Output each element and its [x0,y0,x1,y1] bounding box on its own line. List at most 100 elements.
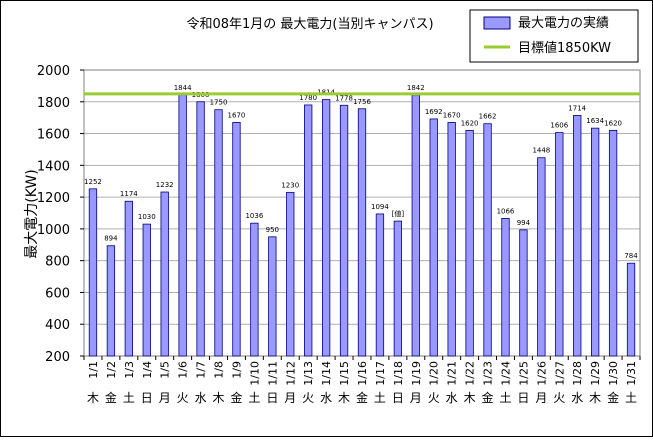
legend-box [469,9,639,63]
bar-1-16 [357,108,367,357]
weekday-label: 土 [248,391,260,405]
x-tick-label: 1/24 [499,361,512,386]
bar-1-14 [321,99,331,357]
bar-value-label: 1036 [245,212,263,220]
weekday-label: 木 [213,391,225,405]
bar-1-7 [196,101,205,357]
weekday-label: 水 [320,391,332,405]
x-tick-label: 1/25 [517,361,530,386]
weekday-label: 水 [571,391,583,405]
bar-value-label: 1692 [425,108,443,116]
x-tick-label: 1/7 [195,361,208,379]
x-tick-label: 1/29 [589,361,602,386]
x-tick-label: 1/12 [284,361,297,386]
x-tick-label: 1/16 [356,361,369,386]
weekday-label: 木 [589,391,601,405]
y-tick-label: 600 [45,286,70,301]
weekday-label: 火 [553,391,565,405]
x-tick-label: 1/8 [213,361,226,379]
y-tick-label: 1000 [37,223,70,238]
weekday-label: 日 [517,391,529,405]
y-tick-label: 200 [45,350,70,365]
weekday-label: 火 [428,391,440,405]
weekday-label: 金 [607,390,619,405]
bar-1-27 [555,132,564,357]
x-tick-label: 1/18 [392,361,405,386]
bar-value-label: 1662 [479,113,497,121]
bar-1-15 [339,104,349,357]
bar-value-label: 1094 [371,203,389,211]
y-axis-ticks: 200 400 600 800 1000 1200 1400 1600 1800 2000 [37,64,84,365]
x-tick-label: 1/5 [159,361,172,379]
bar-1-25 [519,229,528,357]
x-tick-label: 1/2 [105,361,118,379]
bar-1-31 [626,262,636,357]
bar-1-29 [591,127,600,357]
y-tick-label: 1200 [37,191,70,206]
x-tick-label: 1/6 [177,361,190,379]
weekday-label: 木 [464,391,476,405]
bar-value-label: 1670 [228,111,246,119]
bar-value-label: 1620 [604,119,622,127]
weekday-label: 日 [266,391,278,405]
bar-1-3 [124,200,133,357]
bar-value-label: 1230 [281,181,299,189]
y-tick-label: 1800 [37,96,70,111]
weekday-label: 月 [535,391,547,405]
y-tick-label: 1600 [37,128,70,143]
bar-value-label: 1634 [586,117,604,125]
bar-1-10 [250,222,259,357]
bar-1-24 [501,218,510,357]
x-tick-label: 1/1 [87,361,100,379]
x-tick-label: 1/15 [338,361,351,386]
bar-value-label: 950 [266,226,279,234]
bar-1-1 [88,188,98,357]
weekday-label: 月 [284,391,296,405]
y-axis-label: 最大電力(KW) [24,169,40,258]
bar-1-8 [214,109,223,357]
y-tick-label: 1400 [37,159,70,174]
bar-value-label: 1252 [84,178,102,186]
bar-value-label: 1780 [299,94,317,102]
bar-value-label: 1606 [550,122,568,130]
bar-1-21 [447,122,456,357]
legend-target-label: 目標値1850KW [518,40,611,56]
weekday-label: 金 [105,390,117,405]
x-tick-label: 1/3 [123,361,136,379]
bar-value-label: 1670 [443,111,461,119]
bar-value-label: 1620 [461,119,479,127]
x-tick-label: 1/10 [248,361,261,386]
legend: 最大電力の実績 目標値1850KW [469,9,639,63]
weekday-label: 金 [482,390,494,405]
x-tick-label: 1/30 [607,361,620,386]
weekday-label: 水 [195,391,207,405]
x-tick-label: 1/21 [446,361,459,386]
weekday-label: 木 [87,391,99,405]
legend-bar-swatch [483,16,511,30]
bar-1-6 [178,94,187,357]
y-tick-label: 2000 [37,64,70,79]
bar-1-22 [465,129,474,357]
bar-1-4 [142,223,151,357]
bar-1-23 [483,123,492,357]
bar-value-label: 1448 [532,147,550,155]
x-tick-label: 1/13 [302,361,315,386]
x-axis-ticks: 1/1 木 1/2 金 1/3 土 1/4 日 1/5 月 1/6 火 1/7 水 1/8 木 1/9 金 1/10… [83,356,641,405]
bar-value-label: 784 [624,252,638,260]
bars [88,94,636,357]
y-tick-label: 800 [45,255,70,270]
x-tick-label: 1/31 [625,361,638,386]
x-tick-label: 1/14 [320,361,333,386]
bar-value-label: 1714 [568,104,586,112]
bar-1-18 [393,220,403,357]
bar-value-label: 994 [517,219,531,227]
bar-1-13 [304,104,313,357]
weekday-label: 日 [392,391,404,405]
bar-value-label: 1066 [497,207,515,215]
y-tick-label: 400 [45,318,70,333]
weekday-label: 金 [230,390,242,405]
bar-1-20 [429,118,438,357]
bar-1-26 [537,157,546,357]
bar-value-label: 1232 [156,181,174,189]
weekday-label: 土 [625,391,637,405]
